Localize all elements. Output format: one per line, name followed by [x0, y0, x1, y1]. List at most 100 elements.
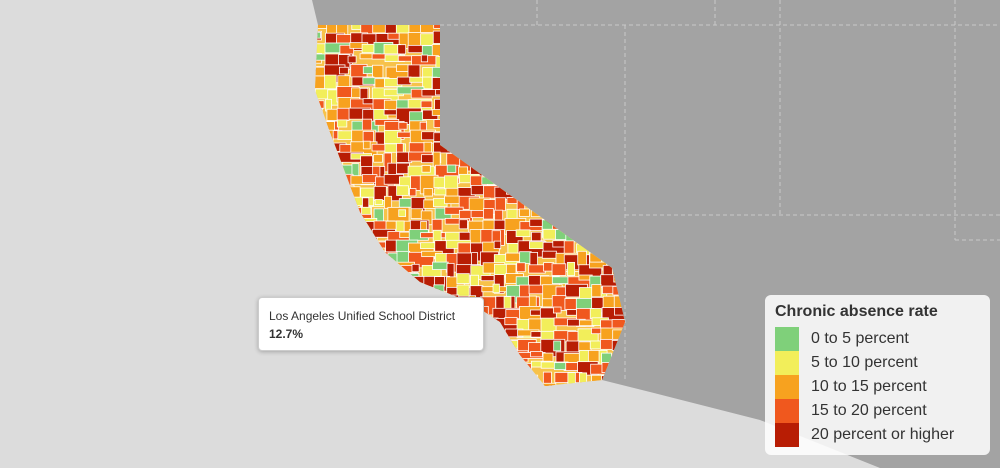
- legend-items: 0 to 5 percent 5 to 10 percent 10 to 15 pe…: [775, 327, 980, 447]
- district: [494, 361, 511, 379]
- district: [315, 195, 317, 207]
- tooltip: Los Angeles Unified School District 12.7…: [258, 297, 484, 351]
- district: [315, 108, 323, 122]
- district: [556, 397, 569, 405]
- legend-label: 15 to 20 percent: [811, 402, 927, 419]
- district: [363, 352, 380, 367]
- district: [468, 364, 495, 382]
- district: [348, 242, 356, 261]
- district: [613, 295, 625, 311]
- district: [339, 240, 365, 248]
- district: [506, 208, 518, 220]
- district: [456, 284, 470, 297]
- district: [373, 273, 387, 284]
- district: [327, 284, 357, 299]
- district: [324, 373, 337, 386]
- borders: [440, 0, 1000, 380]
- district: [446, 164, 457, 173]
- district: [408, 142, 425, 154]
- district: [315, 166, 339, 184]
- district: [362, 262, 390, 276]
- district: [408, 384, 435, 386]
- district: [468, 374, 497, 386]
- district: [324, 352, 340, 367]
- district: [338, 66, 349, 75]
- district: [315, 374, 339, 381]
- district: [398, 385, 414, 386]
- district: [516, 373, 529, 386]
- district: [576, 383, 606, 386]
- legend-label: 5 to 10 percent: [811, 354, 918, 371]
- district: [315, 129, 325, 150]
- district: [386, 274, 414, 293]
- district: [482, 328, 497, 347]
- district: [372, 397, 395, 412]
- district: [493, 240, 502, 249]
- district: [482, 351, 496, 363]
- district: [315, 174, 343, 190]
- district: [303, 99, 314, 115]
- district: [348, 231, 369, 239]
- district: [362, 140, 371, 150]
- district: [397, 364, 412, 379]
- district: [503, 372, 513, 384]
- district: [458, 219, 468, 230]
- district: [422, 398, 431, 416]
- district: [384, 143, 406, 153]
- tooltip-name: Los Angeles Unified School District: [269, 309, 456, 323]
- district: [396, 64, 410, 72]
- district: [640, 397, 654, 404]
- district: [315, 143, 337, 160]
- tooltip-value: 12.7%: [269, 327, 304, 341]
- district: [315, 25, 318, 35]
- district: [336, 119, 348, 128]
- district: [363, 397, 378, 403]
- district: [337, 398, 349, 415]
- district: [337, 251, 351, 271]
- district: [519, 284, 530, 299]
- district: [315, 100, 325, 109]
- district: [591, 284, 602, 298]
- district: [339, 276, 361, 289]
- district: [339, 220, 348, 238]
- district: [349, 287, 369, 298]
- district: [591, 395, 598, 402]
- district: [304, 108, 311, 116]
- district: [408, 353, 425, 373]
- district: [420, 54, 429, 63]
- district: [304, 153, 311, 168]
- district: [302, 350, 311, 359]
- district: [315, 165, 332, 173]
- district: [339, 265, 363, 274]
- district: [492, 283, 500, 294]
- district: [457, 395, 474, 402]
- legend-title: Chronic absence rate: [775, 303, 938, 320]
- district: [541, 250, 557, 259]
- district: [480, 385, 491, 386]
- district: [541, 396, 548, 412]
- district: [326, 397, 336, 415]
- district: [384, 395, 391, 412]
- district: [516, 262, 526, 273]
- district: [409, 188, 417, 197]
- district: [302, 46, 310, 53]
- district: [315, 361, 328, 379]
- district: [335, 371, 353, 386]
- district: [338, 349, 361, 368]
- district: [326, 263, 342, 270]
- district: [445, 384, 458, 386]
- district: [411, 263, 420, 273]
- district: [360, 230, 374, 244]
- district: [444, 353, 469, 369]
- district: [579, 372, 588, 384]
- district: [315, 186, 331, 204]
- district: [421, 165, 431, 173]
- district: [457, 351, 470, 366]
- district: [315, 242, 333, 252]
- district: [349, 372, 368, 386]
- district: [396, 162, 410, 175]
- district: [359, 87, 369, 100]
- district: [349, 275, 363, 295]
- district: [399, 398, 413, 406]
